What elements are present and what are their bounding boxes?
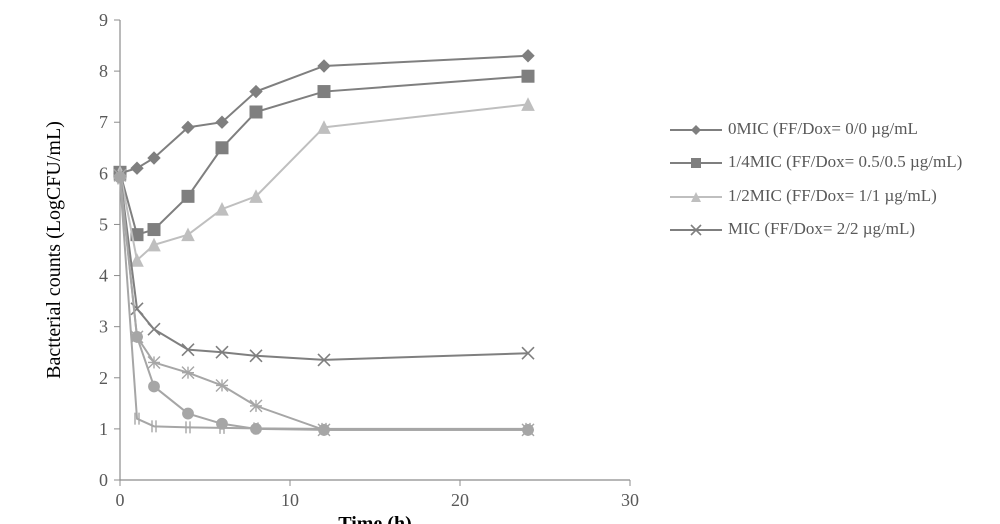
svg-text:1: 1: [99, 419, 108, 439]
line-chart: 0 1 2 3 4 5 6 7 8 9 0 10 20 30 Bactterial counts (LogC…: [0, 0, 1000, 524]
svg-text:30: 30: [621, 490, 639, 510]
svg-text:7: 7: [99, 112, 108, 132]
legend-swatch: [670, 154, 722, 172]
series-s2: [114, 98, 534, 266]
svg-text:10: 10: [281, 490, 299, 510]
series-s0: [114, 50, 534, 180]
svg-text:Time (h): Time (h): [338, 513, 412, 524]
legend-entry-s0: 0MIC (FF/Dox= 0/0 µg/mL: [670, 118, 990, 139]
series-s3: [114, 168, 534, 366]
series-s4: [114, 169, 534, 436]
svg-text:0: 0: [99, 470, 108, 490]
svg-text:5: 5: [99, 214, 108, 234]
series-s6: [118, 172, 530, 434]
legend-entry-s1: 1/4MIC (FF/Dox= 0.5/0.5 µg/mL): [670, 151, 990, 172]
svg-text:4: 4: [99, 266, 108, 286]
svg-text:9: 9: [99, 10, 108, 30]
legend-swatch: [670, 121, 722, 139]
legend-label: 0MIC (FF/Dox= 0/0 µg/mL: [728, 118, 918, 139]
svg-text:Bactterial counts (LogCFU/mL: Bactterial counts (LogCFU/mL): [43, 121, 65, 379]
svg-text:8: 8: [99, 61, 108, 81]
legend-swatch: [670, 188, 722, 206]
legend-label: 1/4MIC (FF/Dox= 0.5/0.5 µg/mL): [728, 151, 962, 172]
legend-label: MIC (FF/Dox= 2/2 µg/mL): [728, 218, 915, 239]
legend-entry-s2: 1/2MIC (FF/Dox= 1/1 µg/mL): [670, 185, 990, 206]
legend-label: 1/2MIC (FF/Dox= 1/1 µg/mL): [728, 185, 937, 206]
svg-text:20: 20: [451, 490, 469, 510]
series-s1: [114, 70, 534, 240]
svg-text:6: 6: [99, 163, 108, 183]
svg-text:3: 3: [99, 317, 108, 337]
legend-swatch: [670, 221, 722, 239]
svg-text:0: 0: [116, 490, 125, 510]
svg-text:2: 2: [99, 368, 108, 388]
chart-legend: 0MIC (FF/Dox= 0/0 µg/mL 1/4MIC (FF/Dox= 0…: [670, 118, 990, 251]
series-s5: [115, 172, 534, 435]
legend-entry-s3: MIC (FF/Dox= 2/2 µg/mL): [670, 218, 990, 239]
chart-container: 0 1 2 3 4 5 6 7 8 9 0 10 20 30 Bactterial counts (LogC…: [0, 0, 1000, 524]
